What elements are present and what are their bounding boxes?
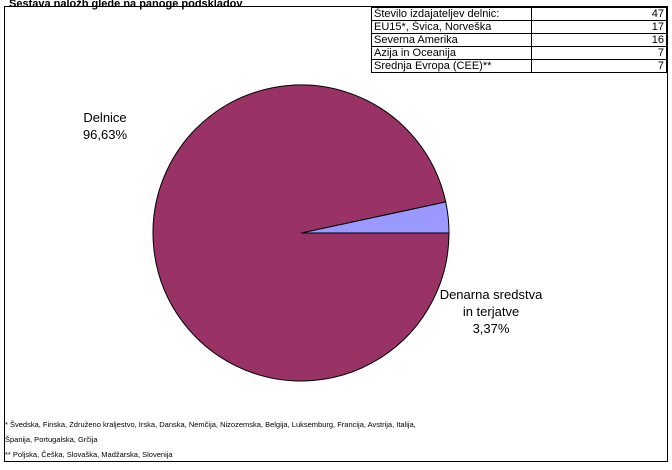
footnotes: * Švedska, Finska, Združeno kraljestvo, … xyxy=(5,417,416,462)
delnice-label: Delnice xyxy=(83,110,126,125)
table-row: Srednja Evropa (CEE)** 7 xyxy=(370,59,667,73)
chart-caption: Sestava naložb glede na panoge podsklado… xyxy=(9,0,243,10)
region-value: 7 xyxy=(531,59,667,73)
pie-chart: Delnice 96,63% Denarna sredstva in terja… xyxy=(83,84,543,382)
slice-delnice xyxy=(152,84,450,382)
region-label: Srednja Evropa (CEE)** xyxy=(370,59,533,73)
denar-value-label: 3,37% xyxy=(473,321,510,336)
chart-frame: Sestava naložb glede na panoge podsklado… xyxy=(4,0,668,462)
table-row: Število izdajateljev delnic: 47 xyxy=(370,7,667,21)
issuer-table: Število izdajateljev delnic: 47 EU15*, Š… xyxy=(370,7,667,73)
footnote-cee: ** Poljska, Češka, Slovaška, Madžarska, … xyxy=(5,450,173,459)
footnote-eu15: * Švedska, Finska, Združeno kraljestvo, … xyxy=(5,420,416,429)
denar-label-line1: Denarna sredstva xyxy=(440,287,543,302)
footnote-eu15-cont: Španija, Portugalska, Grčija xyxy=(5,435,98,444)
delnice-value-label: 96,63% xyxy=(83,127,128,142)
denar-label-line2: in terjatve xyxy=(463,304,519,319)
